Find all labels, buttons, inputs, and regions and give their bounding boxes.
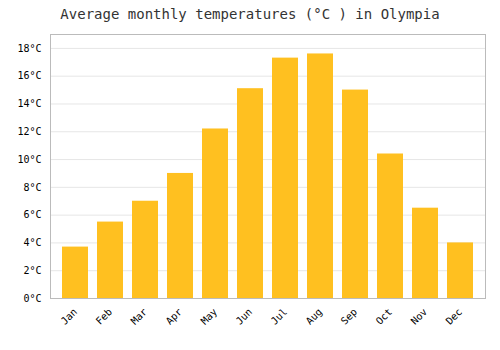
svg-text:Jan: Jan [59, 306, 80, 327]
svg-text:10°C: 10°C [17, 154, 41, 165]
svg-text:Nov: Nov [409, 306, 430, 327]
html-text:Average monthly temperatures (: Average monthly temperatures (°C ) in Ol… [60, 6, 440, 22]
svg-text:Sep: Sep [339, 306, 360, 327]
svg-text:May: May [199, 306, 220, 327]
svg-text:Feb: Feb [94, 306, 115, 327]
svg-text:Aug: Aug [304, 306, 325, 327]
svg-text:Dec: Dec [444, 306, 465, 327]
svg-text:16°C: 16°C [17, 70, 41, 81]
svg-text:2°C: 2°C [23, 265, 41, 276]
svg-text:Oct: Oct [374, 306, 395, 327]
svg-text:Jul: Jul [269, 306, 290, 327]
svg-text:14°C: 14°C [17, 98, 41, 109]
svg-text:4°C: 4°C [23, 237, 41, 248]
svg-text:8°C: 8°C [23, 182, 41, 193]
svg-text:Jun: Jun [234, 306, 255, 327]
svg-text:Apr: Apr [164, 306, 185, 327]
svg-text:0°C: 0°C [23, 293, 41, 304]
svg-text:18°C: 18°C [17, 43, 41, 54]
svg-text:Mar: Mar [129, 306, 150, 327]
svg-text:6°C: 6°C [23, 209, 41, 220]
svg-text:12°C: 12°C [17, 126, 41, 137]
